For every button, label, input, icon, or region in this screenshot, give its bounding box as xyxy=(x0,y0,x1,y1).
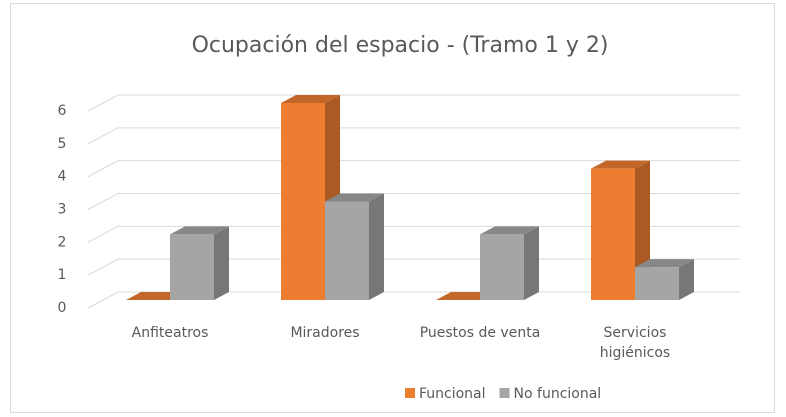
grid-line xyxy=(87,193,740,210)
bar-top xyxy=(591,160,650,169)
grid-line xyxy=(87,127,740,145)
bar xyxy=(635,267,679,300)
bar-side xyxy=(524,226,539,300)
bar-top xyxy=(635,259,694,268)
y-tick-label: 3 xyxy=(58,202,67,218)
bar-side xyxy=(214,226,229,300)
y-tick-label: 0 xyxy=(58,300,67,316)
x-tick-label: Servicios higiénicos xyxy=(600,325,670,361)
bar-side xyxy=(679,259,694,300)
bar-side xyxy=(369,193,384,300)
y-tick-label: 6 xyxy=(58,103,67,119)
x-tick-label: Puestos de venta xyxy=(420,325,541,341)
legend-label: Funcional xyxy=(419,386,486,402)
bar xyxy=(591,168,635,300)
legend-swatch xyxy=(405,388,415,398)
y-tick-label: 5 xyxy=(58,136,67,152)
bar-top xyxy=(281,95,340,103)
y-tick-label: 1 xyxy=(58,267,67,283)
bar-top xyxy=(325,193,384,202)
bar-top xyxy=(170,226,229,235)
chart-title: Ocupación del espacio - (Tramo 1 y 2) xyxy=(192,33,609,58)
grid-line xyxy=(87,94,740,112)
grid-line xyxy=(87,225,740,243)
bar xyxy=(325,201,369,300)
bar xyxy=(281,103,325,300)
legend-label: No funcional xyxy=(514,386,602,402)
bar xyxy=(170,234,214,300)
y-tick-label: 4 xyxy=(58,169,67,185)
bar-top xyxy=(480,226,539,235)
x-tick-label: Anfiteatros xyxy=(132,325,209,341)
x-tick-label: Miradores xyxy=(290,325,359,341)
y-tick-label: 2 xyxy=(58,234,67,250)
grid-line xyxy=(87,160,740,178)
bar xyxy=(480,234,524,300)
legend-swatch xyxy=(499,388,510,398)
